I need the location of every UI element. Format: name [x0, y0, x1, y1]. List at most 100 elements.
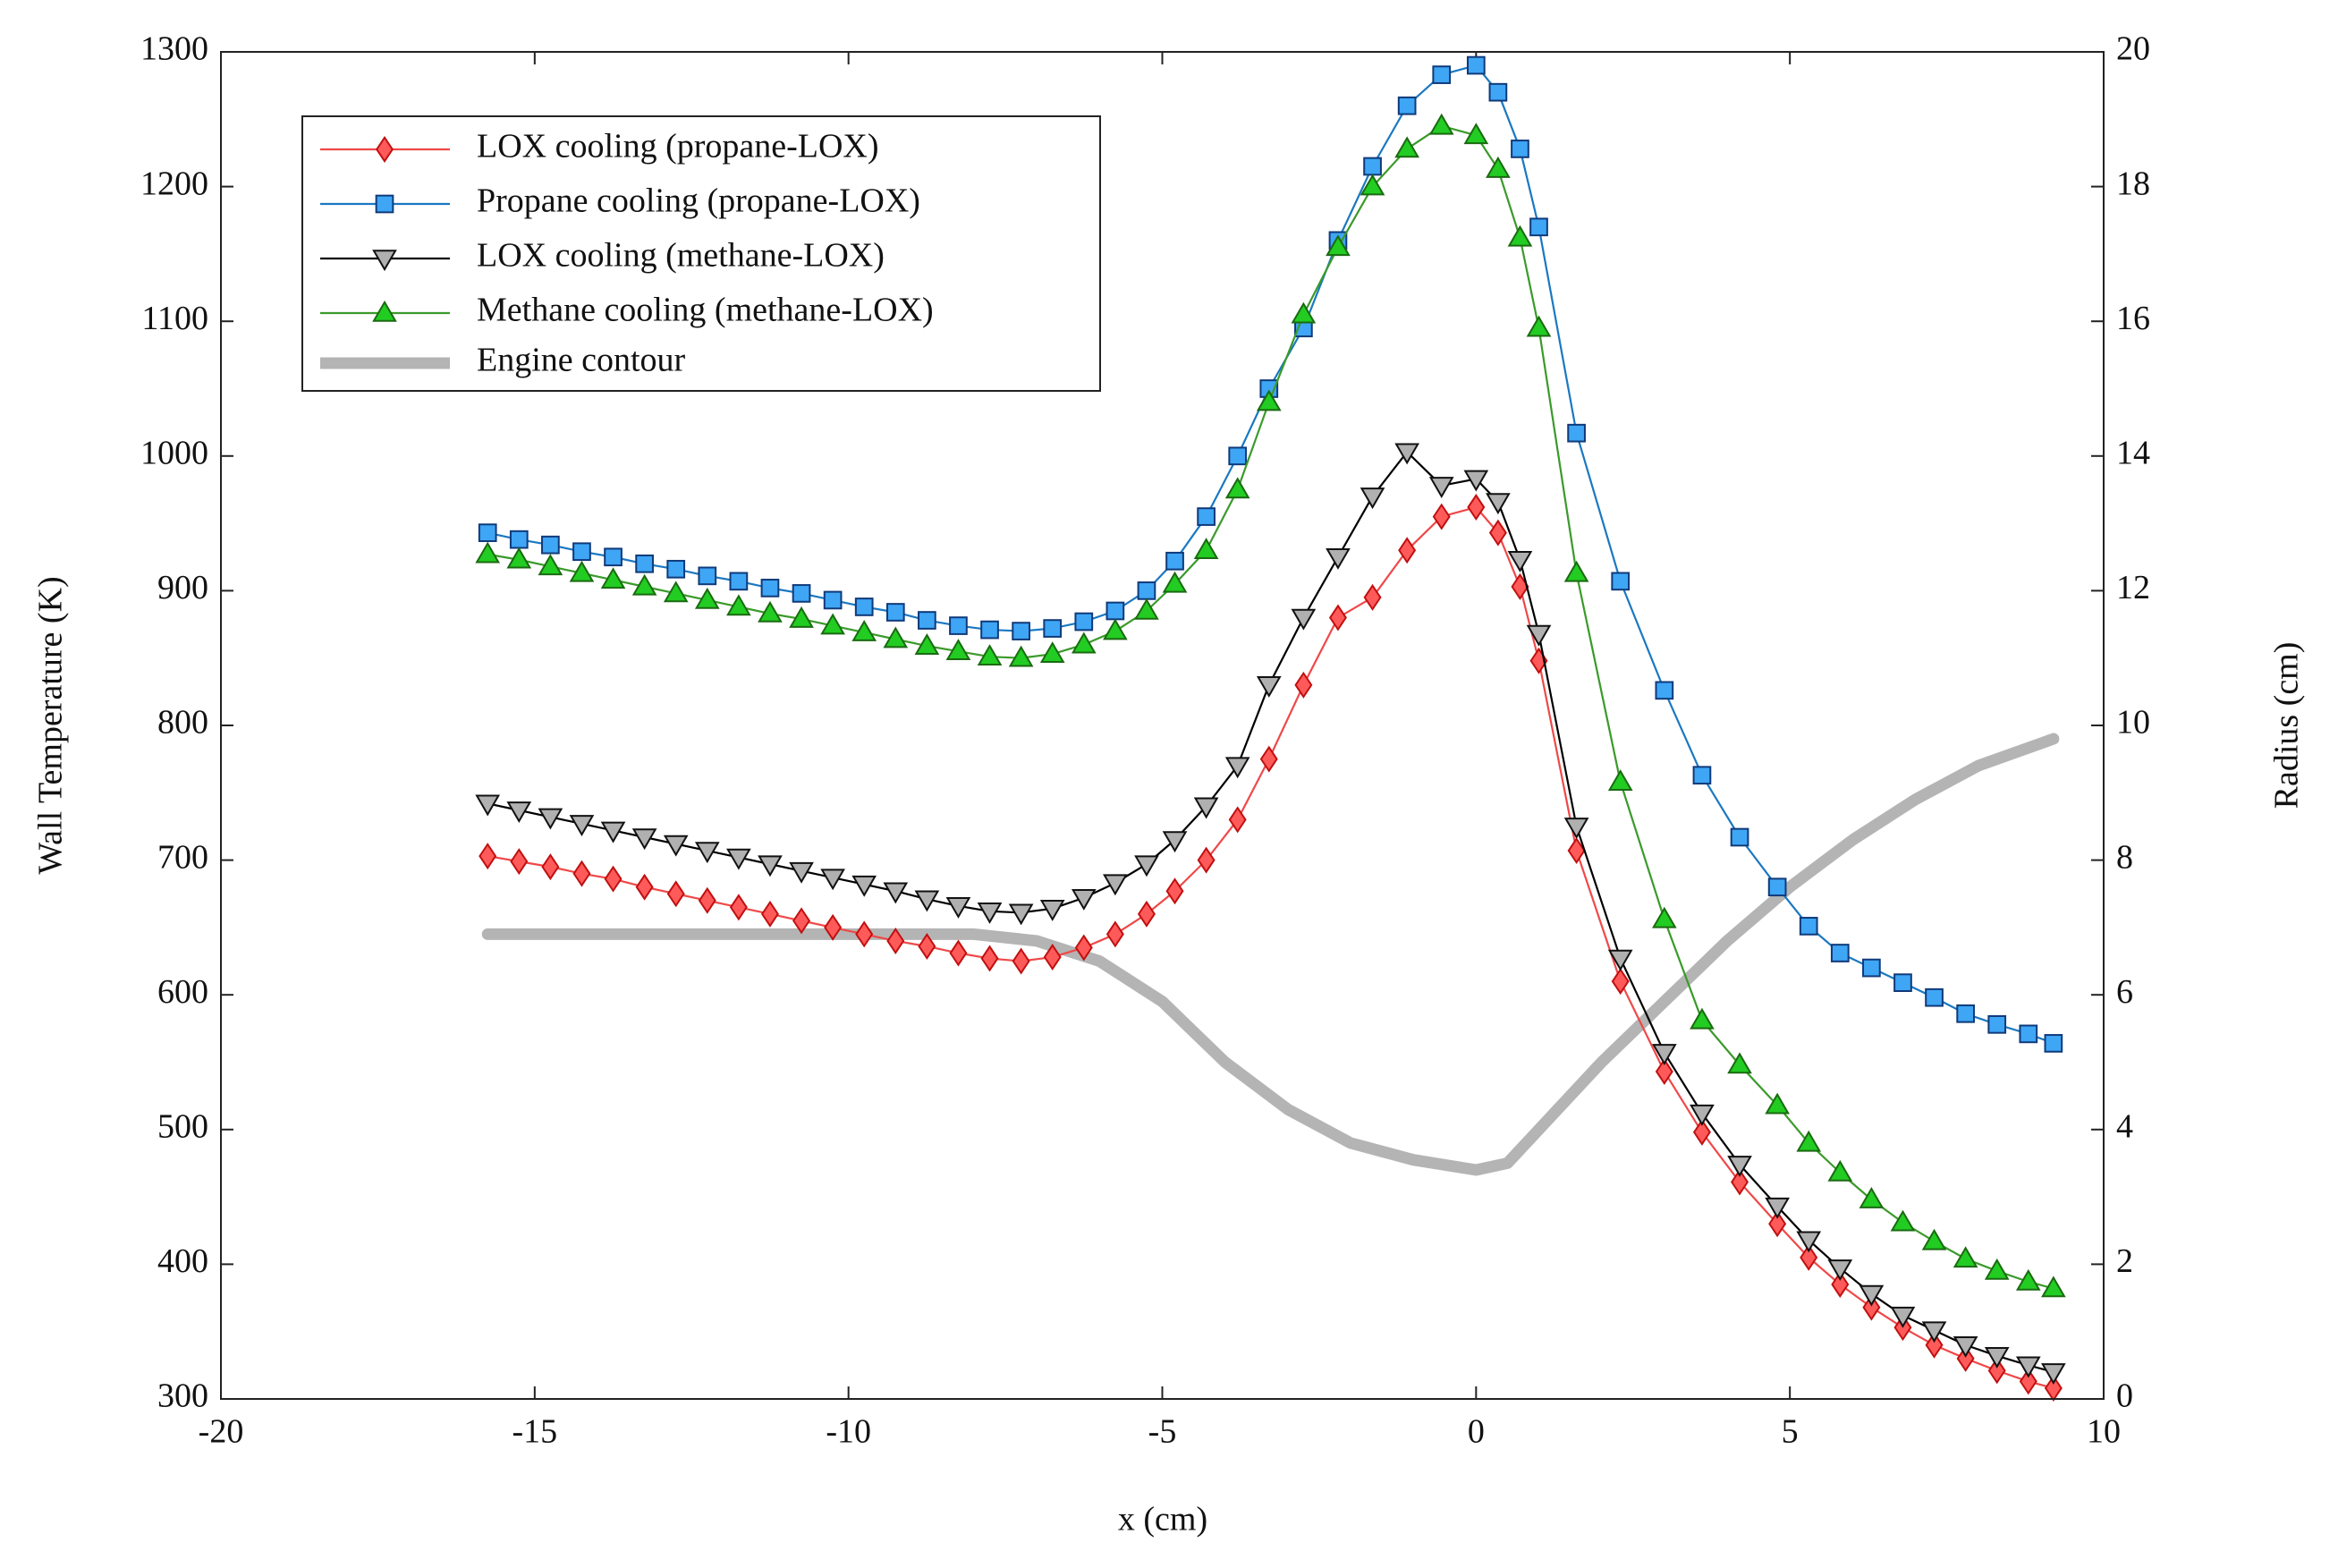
y2-tick-label: 0	[2116, 1377, 2133, 1415]
y2-tick-label: 2	[2116, 1242, 2133, 1280]
marker	[726, 848, 751, 870]
marker	[760, 579, 780, 598]
marker	[1103, 874, 1128, 896]
marker	[1363, 157, 1382, 176]
marker	[663, 581, 689, 603]
marker	[1463, 123, 1489, 145]
marker	[1563, 818, 1589, 840]
marker	[949, 616, 968, 635]
marker	[2044, 1374, 2063, 1402]
marker	[980, 945, 999, 972]
marker	[1925, 987, 1944, 1007]
marker	[372, 250, 397, 272]
marker	[1727, 1052, 1752, 1074]
marker	[1008, 903, 1034, 926]
marker	[1228, 446, 1248, 466]
y-tick-label: 1100	[141, 300, 208, 337]
y2-tick-label: 14	[2116, 435, 2150, 472]
marker	[1074, 612, 1094, 631]
marker	[1165, 877, 1184, 905]
marker	[1397, 96, 1417, 115]
marker	[1360, 174, 1385, 196]
marker	[538, 808, 563, 830]
marker	[1363, 583, 1382, 611]
marker	[1511, 140, 1529, 158]
marker	[1862, 1293, 1881, 1321]
marker	[694, 587, 720, 609]
marker	[1259, 745, 1278, 773]
marker	[1984, 1347, 2010, 1369]
marker	[635, 873, 654, 901]
marker	[475, 541, 501, 564]
marker	[1956, 1004, 1975, 1023]
marker	[1611, 968, 1630, 996]
marker	[1507, 225, 1533, 247]
x-tick-label: -20	[199, 1413, 244, 1451]
marker	[1432, 65, 1452, 84]
marker	[2015, 1356, 2041, 1378]
marker	[375, 194, 394, 214]
marker	[1692, 1118, 1711, 1146]
marker	[510, 848, 529, 876]
marker	[820, 869, 845, 891]
marker	[1890, 1209, 1916, 1232]
marker	[663, 835, 689, 857]
marker	[479, 843, 497, 870]
marker	[792, 907, 811, 935]
marker	[1165, 551, 1184, 571]
y-tick-label: 1200	[140, 165, 208, 202]
marker	[914, 890, 940, 912]
marker	[1039, 641, 1065, 663]
marker	[572, 860, 591, 887]
marker	[760, 900, 779, 928]
marker	[1466, 55, 1486, 75]
marker	[1692, 766, 1712, 785]
marker	[1529, 217, 1548, 237]
marker	[1134, 598, 1159, 620]
marker	[1607, 769, 1633, 792]
marker	[980, 620, 999, 640]
marker	[729, 572, 749, 591]
legend-label: Methane cooling (methane-LOX)	[477, 292, 934, 329]
y2-tick-label: 10	[2116, 704, 2150, 742]
marker	[824, 913, 843, 941]
marker	[375, 135, 394, 164]
marker	[918, 611, 936, 630]
legend-label: LOX cooling (methane-LOX)	[477, 237, 885, 275]
marker	[1224, 477, 1250, 499]
marker	[1105, 601, 1125, 621]
marker	[1193, 538, 1219, 560]
marker	[1831, 1270, 1850, 1298]
marker	[945, 897, 971, 919]
y2-tick-label: 20	[2116, 30, 2150, 68]
y2-tick-label: 16	[2116, 300, 2150, 337]
marker	[1328, 604, 1347, 631]
x-tick-label: -15	[512, 1413, 558, 1451]
marker	[1488, 82, 1508, 102]
marker	[666, 559, 686, 579]
marker	[572, 542, 591, 562]
x-axis-label: x (cm)	[1118, 1501, 1207, 1538]
x-tick-label: 10	[2087, 1413, 2121, 1451]
marker	[1463, 470, 1489, 492]
marker	[1796, 1231, 1822, 1253]
marker	[694, 842, 720, 864]
marker	[1394, 443, 1419, 465]
marker	[758, 600, 783, 623]
marker	[1043, 619, 1063, 638]
marker	[1921, 1228, 1947, 1250]
marker	[1197, 507, 1216, 526]
marker	[1012, 622, 1030, 640]
marker	[1799, 917, 1818, 936]
marker	[729, 894, 748, 921]
marker	[1953, 1335, 1978, 1358]
marker	[1953, 1246, 1978, 1268]
marker	[1827, 1259, 1853, 1282]
marker	[855, 920, 874, 948]
marker	[789, 861, 814, 884]
y2-axis-label: Radius (cm)	[2268, 642, 2306, 809]
y2-tick-label: 4	[2116, 1108, 2133, 1146]
y-tick-label: 900	[157, 569, 208, 606]
y-tick-label: 600	[157, 973, 208, 1011]
